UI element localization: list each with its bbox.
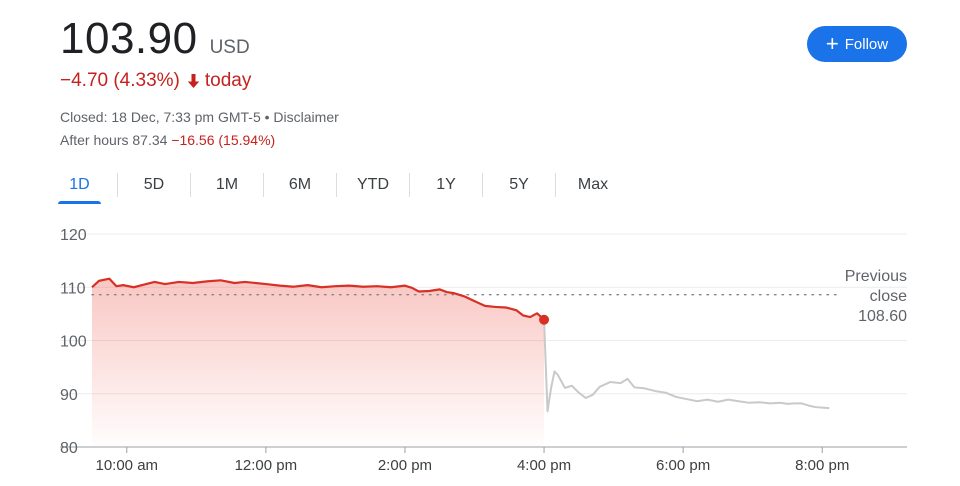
- series-lines: [91, 277, 830, 413]
- y-tick-label: 100: [60, 334, 87, 351]
- change-value: −4.70 (4.33%): [60, 70, 180, 91]
- change-period: today: [204, 70, 252, 91]
- tab-label: 1Y: [436, 176, 456, 193]
- plus-icon: +: [825, 31, 839, 56]
- tab-divider: [482, 173, 483, 197]
- tab-divider: [117, 173, 118, 197]
- tab-divider: [336, 173, 337, 197]
- tab-label: Max: [577, 176, 609, 193]
- area-fill: [92, 278, 545, 447]
- last-close-point: [539, 314, 550, 325]
- currency-label: USD: [209, 37, 250, 58]
- y-tick-label: 90: [60, 387, 78, 404]
- after-hours-price: After hours 87.34: [60, 132, 168, 148]
- current-price: 103.90: [60, 14, 198, 63]
- x-tick-label: 10:00 am: [95, 457, 158, 474]
- tab-label: 1D: [69, 176, 90, 193]
- x-tick-label: 12:00 pm: [235, 457, 298, 474]
- tab-5y[interactable]: 5Y: [499, 168, 539, 202]
- tab-ytd[interactable]: YTD: [353, 168, 393, 202]
- x-tick-label: 8:00 pm: [795, 457, 849, 474]
- y-tick-label: 110: [60, 280, 86, 297]
- y-tick-label: 120: [60, 227, 87, 244]
- x-tick-label: 6:00 pm: [656, 457, 710, 474]
- tab-5d[interactable]: 5D: [134, 168, 174, 202]
- tab-1y[interactable]: 1Y: [426, 168, 466, 202]
- y-tick-label: 80: [60, 440, 78, 457]
- tab-max[interactable]: Max: [572, 168, 614, 202]
- follow-label: Follow: [844, 35, 889, 53]
- tab-1m[interactable]: 1M: [207, 168, 247, 202]
- range-tabs: 1D 5D 1M 6M YTD 1Y 5Y Max: [58, 168, 614, 204]
- regular-session-area: [92, 278, 545, 447]
- tab-label: 1M: [215, 176, 239, 193]
- tab-1d[interactable]: 1D: [58, 168, 101, 204]
- x-tick-label: 4:00 pm: [517, 457, 571, 474]
- previous-close-label: Previous close 108.60: [845, 268, 907, 325]
- previous-close-label-line: close: [870, 288, 907, 305]
- tab-label: 5D: [143, 176, 165, 193]
- arrow-down-icon: [187, 73, 200, 89]
- x-axis-ticks: 10:00 am 12:00 pm 2:00 pm 4:00 pm 6:00 pm 8:0…: [95, 447, 849, 474]
- tab-divider: [409, 173, 410, 197]
- tab-label: 5Y: [509, 176, 529, 193]
- y-axis-ticks: 80 90 100 110 120: [60, 227, 87, 457]
- tab-divider: [190, 173, 191, 197]
- after-hours-info: After hours 87.34 −16.56 (15.94%): [60, 132, 275, 148]
- previous-close-label-line: Previous: [845, 268, 907, 285]
- after_hours-series-line: [543, 319, 830, 413]
- previous-close-label-line: 108.60: [858, 308, 907, 325]
- price-change: −4.70 (4.33%) today: [60, 70, 251, 92]
- x-tick-label: 2:00 pm: [378, 457, 432, 474]
- closed-info: Closed: 18 Dec, 7:33 pm GMT-5 • Disclaim…: [60, 109, 339, 125]
- after-hours-change: −16.56 (15.94%): [171, 132, 276, 148]
- regular-series-line: [91, 277, 545, 321]
- follow-button[interactable]: + Follow: [807, 26, 907, 62]
- tab-label: YTD: [357, 176, 389, 193]
- tab-6m[interactable]: 6M: [280, 168, 320, 202]
- tab-divider: [263, 173, 264, 197]
- price-header: 103.90 USD: [60, 14, 250, 64]
- tab-divider: [555, 173, 556, 197]
- tab-label: 6M: [288, 176, 312, 193]
